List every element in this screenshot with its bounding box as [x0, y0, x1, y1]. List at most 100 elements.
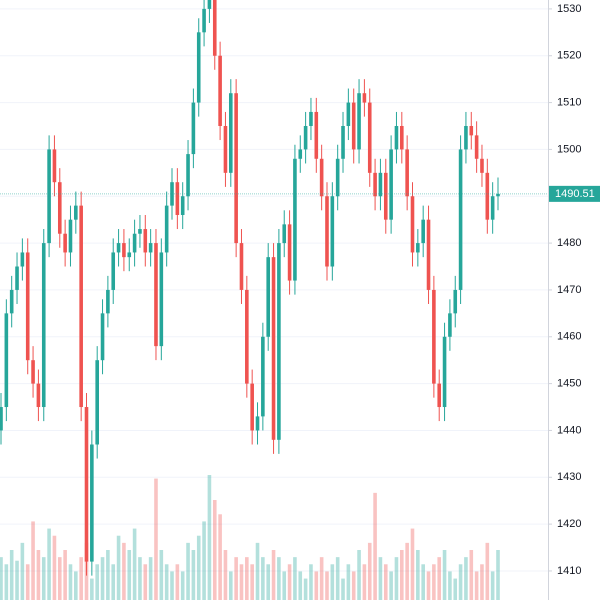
volume-bar — [239, 564, 244, 600]
volume-bar — [432, 564, 436, 600]
candle-body — [266, 257, 271, 337]
volume-bar — [287, 564, 292, 600]
volume-bar — [196, 535, 201, 600]
volume-bar — [212, 500, 217, 600]
candle-body — [480, 158, 484, 173]
volume-bar — [416, 550, 420, 600]
volume-bar — [400, 550, 404, 600]
y-tick-label: 1450 — [557, 378, 581, 390]
candle-body — [234, 93, 238, 244]
volume-bar — [298, 571, 303, 600]
candle-body — [250, 383, 254, 431]
volume-bar — [351, 571, 356, 600]
volume-bar — [175, 564, 180, 600]
volume-bar — [373, 492, 377, 600]
volume-bar — [122, 542, 126, 600]
candle-body — [287, 224, 292, 281]
candle-body — [111, 252, 116, 290]
y-tick-label: 1460 — [557, 331, 581, 343]
candle-body — [394, 125, 399, 150]
y-tick-label: 1420 — [557, 518, 581, 530]
candle-body — [20, 252, 25, 267]
candle-body — [196, 32, 201, 103]
volume-bar — [4, 564, 9, 600]
candle-body — [261, 336, 265, 417]
candle-body — [143, 229, 148, 253]
volume-bar — [111, 564, 116, 600]
candle-body — [325, 196, 329, 267]
volume-bar — [293, 557, 297, 600]
volume-bar — [170, 571, 174, 600]
candle-body — [95, 360, 99, 445]
candle-body — [410, 196, 415, 253]
candle-body — [362, 93, 367, 103]
volume-bar — [148, 557, 153, 600]
candle-body — [421, 219, 425, 244]
volume-bar — [448, 571, 452, 600]
volume-bar — [36, 550, 41, 600]
y-tick-label: 1480 — [557, 237, 581, 249]
volume-bar — [277, 557, 281, 600]
volume-bar — [57, 557, 62, 600]
volume-bar — [127, 550, 132, 600]
volume-bar — [202, 521, 206, 600]
candle-body — [127, 252, 132, 258]
volume-bar — [464, 557, 468, 600]
volume-bar — [458, 564, 463, 600]
candle-body — [271, 257, 276, 440]
candle-body — [442, 336, 447, 408]
candle-body — [74, 205, 78, 220]
volume-bar — [234, 557, 238, 600]
candle-body — [106, 289, 110, 314]
volume-bar — [63, 550, 67, 600]
candle-body — [448, 313, 452, 337]
volume-bar — [335, 557, 340, 600]
volume-bar — [106, 550, 110, 600]
volume-bar — [159, 550, 164, 600]
volume-bar — [245, 557, 249, 600]
volume-bar — [95, 564, 99, 600]
volume-bar — [496, 550, 500, 600]
candle-body — [293, 158, 297, 281]
volume-bar — [31, 521, 35, 600]
y-tick-label: 1500 — [557, 143, 581, 155]
candle-body — [47, 149, 51, 244]
candle-body — [154, 243, 158, 347]
volume-bar — [68, 564, 73, 600]
candle-body — [36, 383, 41, 408]
y-tick-label: 1410 — [557, 565, 581, 577]
volume-bar — [480, 564, 484, 600]
y-tick-label: 1530 — [557, 3, 581, 15]
candle-body — [116, 243, 121, 253]
volume-bar — [90, 578, 94, 600]
candle-body — [469, 125, 474, 136]
volume-bar — [410, 528, 415, 600]
volume-bar — [164, 564, 169, 600]
candle-body — [138, 229, 142, 234]
candle-body — [4, 313, 9, 408]
candle-body — [432, 289, 436, 384]
volume-bar — [79, 557, 83, 600]
candle-body — [298, 149, 303, 159]
volume-bar — [15, 560, 19, 600]
y-tick-label: 1520 — [557, 50, 581, 62]
y-tick-label: 1470 — [557, 284, 581, 296]
candle-body — [367, 102, 372, 173]
volume-bar — [52, 535, 57, 600]
volume-bar — [9, 550, 14, 600]
candle-body — [148, 243, 153, 253]
candle-body — [212, 0, 217, 56]
candle-body — [416, 243, 420, 253]
volume-bar — [266, 564, 271, 600]
candle-body — [15, 266, 19, 290]
candle-body — [335, 158, 340, 197]
candle-body — [207, 0, 212, 9]
candle-body — [282, 224, 287, 244]
volume-bar — [186, 542, 190, 600]
volume-bar — [100, 557, 105, 600]
candle-body — [389, 149, 393, 220]
candle-body — [378, 172, 383, 197]
candle-body — [191, 102, 196, 155]
candle-body — [464, 125, 468, 150]
